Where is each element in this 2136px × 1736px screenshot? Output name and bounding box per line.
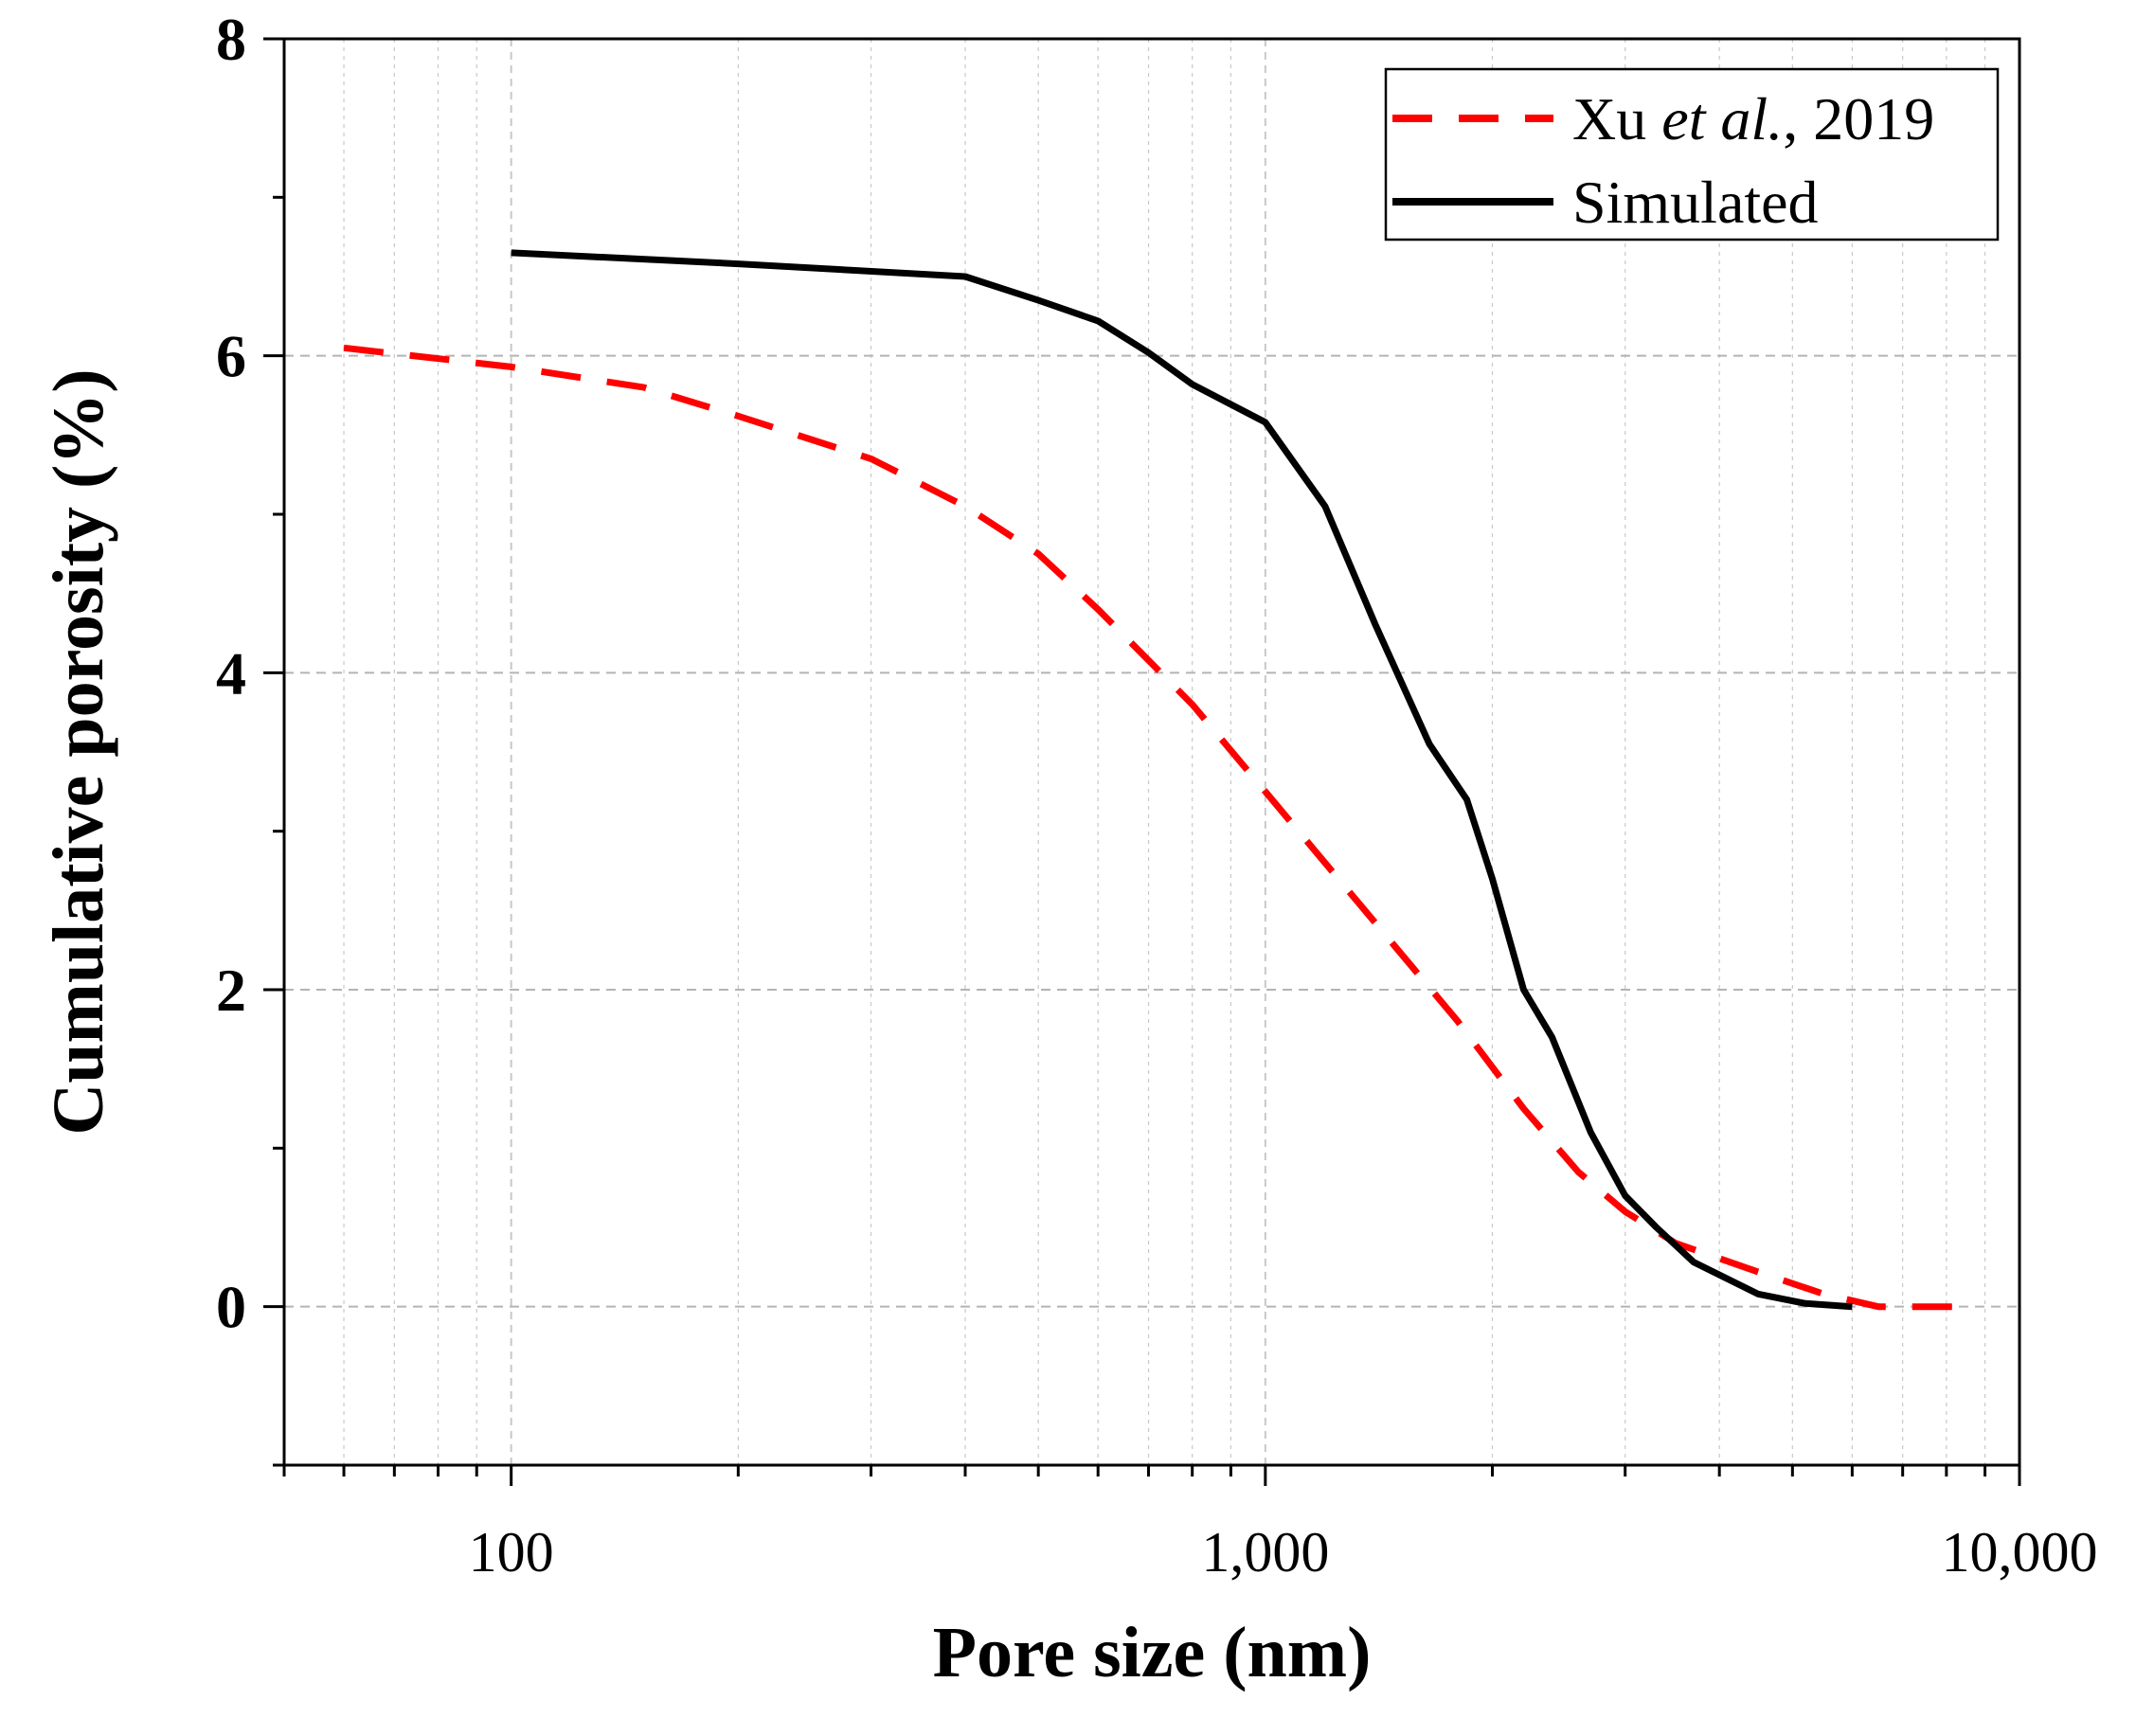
axis-ticks <box>263 37 2021 1486</box>
legend-label-xu: Xu et al., 2019 <box>1572 85 1934 152</box>
y-axis-title: Cumulative porosity (%) <box>39 368 118 1135</box>
y-tick-label: 8 <box>216 6 246 73</box>
tick-labels: 100 1,000 10,000 0 2 4 6 8 <box>216 6 2098 1584</box>
legend-label-xu-part2: , 2019 <box>1783 85 1934 152</box>
x-tick-label: 1,000 <box>1201 1521 1329 1584</box>
y-tick-label: 0 <box>216 1274 246 1341</box>
y-tick-label: 6 <box>216 323 246 390</box>
x-tick-label: 100 <box>469 1521 554 1584</box>
plot-series <box>343 249 1966 1311</box>
x-axis-title: Pore size (nm) <box>933 1613 1372 1692</box>
grid <box>283 39 2020 1465</box>
y-tick-label: 4 <box>216 639 246 707</box>
legend-box <box>1384 67 2000 242</box>
plot-frame <box>282 37 2021 1467</box>
legend: Xu et al., 2019 Simulated <box>1384 67 2000 242</box>
legend-label-xu-italic: et al. <box>1661 85 1783 152</box>
series-line-simulated <box>511 249 1853 1311</box>
legend-label-xu-part1: Xu <box>1572 85 1661 152</box>
y-tick-label: 2 <box>216 957 246 1024</box>
legend-label-simulated: Simulated <box>1572 169 1819 236</box>
series-line-xu <box>343 344 1966 1311</box>
x-tick-label: 10,000 <box>1942 1521 2098 1584</box>
